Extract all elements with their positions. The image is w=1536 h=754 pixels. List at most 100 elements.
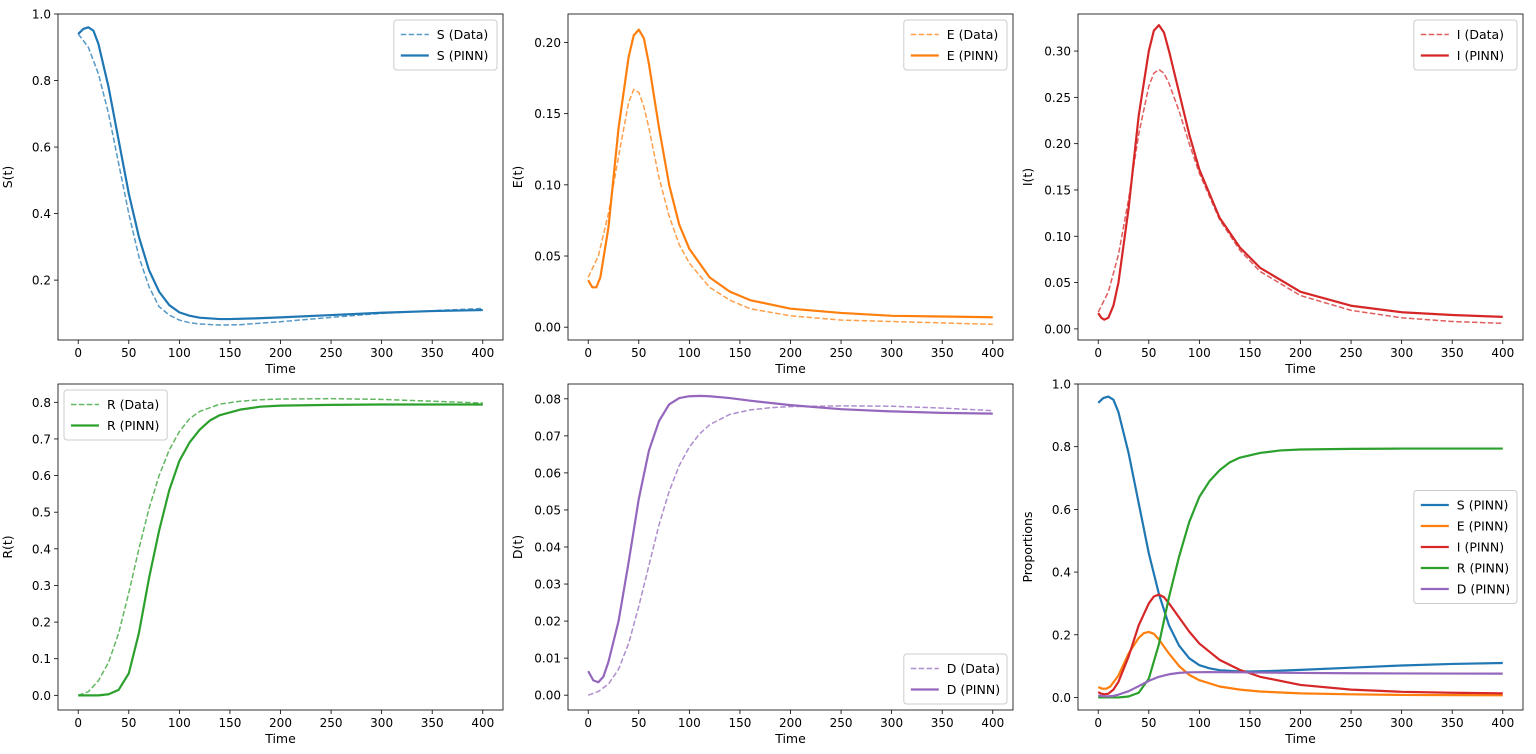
y-tick-label: 0.5 <box>32 506 51 520</box>
x-axis-label: Time <box>774 361 806 376</box>
x-tick-label: 0 <box>1094 346 1102 360</box>
legend-box <box>393 19 498 71</box>
x-tick-label: 250 <box>830 346 853 360</box>
legend: R (Data) R (PINN) <box>63 389 168 441</box>
legend-box <box>903 19 1008 71</box>
subplot-5: 0 50 100 150 200 250 300 350 400 0.00 0.01 0.02 0.03… <box>510 383 1014 746</box>
series-line-r-pinn <box>1098 447 1503 699</box>
series-line-r-data <box>77 397 483 697</box>
legend-label: D (Data) <box>947 661 1000 676</box>
y-tick-label: 0.4 <box>32 207 51 221</box>
x-tick-label: 400 <box>981 716 1004 730</box>
x-tick-label: 400 <box>471 716 494 730</box>
x-tick-label: 350 <box>421 716 444 730</box>
y-tick-label: 0.8 <box>32 74 51 88</box>
x-tick-label: 200 <box>779 716 802 730</box>
y-tick-label: 0.6 <box>32 141 51 155</box>
y-tick-label: 0.03 <box>534 578 561 592</box>
x-tick-label: 100 <box>1188 716 1211 730</box>
subplot-1: 0 50 100 150 200 250 300 350 400 0.2 0.4 0.6 0.8 1.0 T… <box>0 8 504 376</box>
y-tick-label: 0.1 <box>32 652 51 666</box>
y-tick-label: 0.3 <box>32 579 51 593</box>
x-tick-label: 150 <box>1238 346 1261 360</box>
y-axis-label: R(t) <box>0 535 15 558</box>
x-tick-label: 300 <box>880 346 903 360</box>
series-line-s-pinn <box>77 26 483 321</box>
x-tick-label: 250 <box>1340 346 1363 360</box>
y-axis-label: E(t) <box>510 166 525 189</box>
x-tick-label: 400 <box>981 346 1004 360</box>
y-tick-label: 0.30 <box>1044 45 1071 59</box>
series-line-d-pinn <box>1098 671 1503 698</box>
series-line-e-data <box>587 88 993 326</box>
series-line-d-pinn <box>587 394 993 684</box>
y-tick-label: 0.08 <box>534 392 561 406</box>
legend-box <box>903 653 1008 705</box>
x-tick-label: 150 <box>218 716 241 730</box>
legend-label: E (PINN) <box>947 48 999 63</box>
legend-box <box>1413 490 1518 604</box>
x-tick-label: 0 <box>74 716 82 730</box>
legend: S (PINN) E (PINN) I (PINN) R (PINN) D (PINN) <box>1413 490 1518 604</box>
series-line-d-data <box>587 405 993 696</box>
y-tick-label: 0.25 <box>1044 91 1071 105</box>
x-tick-label: 400 <box>471 346 494 360</box>
series-line-r-pinn <box>78 403 483 697</box>
y-axis-label: D(t) <box>510 535 525 559</box>
legend-label: I (PINN) <box>1457 540 1504 555</box>
legend: I (Data) I (PINN) <box>1413 19 1518 71</box>
legend-label: R (PINN) <box>1457 561 1509 576</box>
x-tick-label: 0 <box>1094 716 1102 730</box>
x-tick-label: 250 <box>1340 716 1363 730</box>
y-tick-label: 0.8 <box>32 396 51 410</box>
y-tick-label: 0.0 <box>32 689 51 703</box>
series-line-e-pinn <box>587 28 993 319</box>
y-tick-label: 0.06 <box>534 466 561 480</box>
legend-label: S (PINN) <box>1457 498 1509 513</box>
x-tick-label: 0 <box>584 716 592 730</box>
y-tick-label: 0.07 <box>534 429 561 443</box>
x-axis-label: Time <box>1284 361 1316 376</box>
x-tick-label: 150 <box>728 716 751 730</box>
y-tick-label: 0.10 <box>534 178 561 192</box>
subplot-4: 0 50 100 150 200 250 300 350 400 0.0 0.1 0.2 0.3 0.4 0… <box>0 383 504 746</box>
y-tick-label: 0.4 <box>32 542 51 556</box>
legend-label: S (PINN) <box>437 48 489 63</box>
x-tick-label: 150 <box>218 346 241 360</box>
x-tick-label: 50 <box>121 716 136 730</box>
legend-label: S (Data) <box>437 27 489 42</box>
x-tick-label: 300 <box>1390 346 1413 360</box>
x-axis-label: Time <box>264 361 296 376</box>
legend: D (Data) D (PINN) <box>903 653 1008 705</box>
x-axis-label: Time <box>264 731 296 746</box>
series-line-i-pinn <box>1097 593 1503 696</box>
x-tick-label: 200 <box>269 346 292 360</box>
legend-label: R (PINN) <box>107 418 159 433</box>
x-tick-label: 50 <box>1141 716 1156 730</box>
x-tick-label: 250 <box>320 346 343 360</box>
x-tick-label: 350 <box>931 716 954 730</box>
y-tick-label: 0.01 <box>534 652 561 666</box>
x-tick-label: 350 <box>931 346 954 360</box>
subplot-3: 0 50 100 150 200 250 300 350 400 0.00 0.05 0.10 0.15… <box>1020 13 1524 376</box>
y-tick-label: 1.0 <box>32 8 51 22</box>
x-axis-label: Time <box>774 731 806 746</box>
x-tick-label: 250 <box>320 716 343 730</box>
y-tick-label: 0.2 <box>32 274 51 288</box>
x-tick-label: 50 <box>121 346 136 360</box>
x-tick-label: 200 <box>1289 716 1312 730</box>
legend-label: I (Data) <box>1457 27 1504 42</box>
subplot-2: 0 50 100 150 200 250 300 350 400 0.00 0.05 0.10 0.15… <box>510 13 1014 376</box>
y-tick-label: 0.8 <box>1052 440 1071 454</box>
y-tick-label: 1.0 <box>1052 378 1071 392</box>
y-axis-label: S(t) <box>0 166 15 189</box>
legend: S (Data) S (PINN) <box>393 19 498 71</box>
x-tick-label: 200 <box>269 716 292 730</box>
x-tick-label: 300 <box>1390 716 1413 730</box>
y-tick-label: 0.05 <box>534 250 561 264</box>
y-tick-label: 0.04 <box>534 541 561 555</box>
legend-label: E (Data) <box>947 27 998 42</box>
y-tick-label: 0.7 <box>32 432 51 446</box>
y-tick-label: 0.6 <box>32 469 51 483</box>
